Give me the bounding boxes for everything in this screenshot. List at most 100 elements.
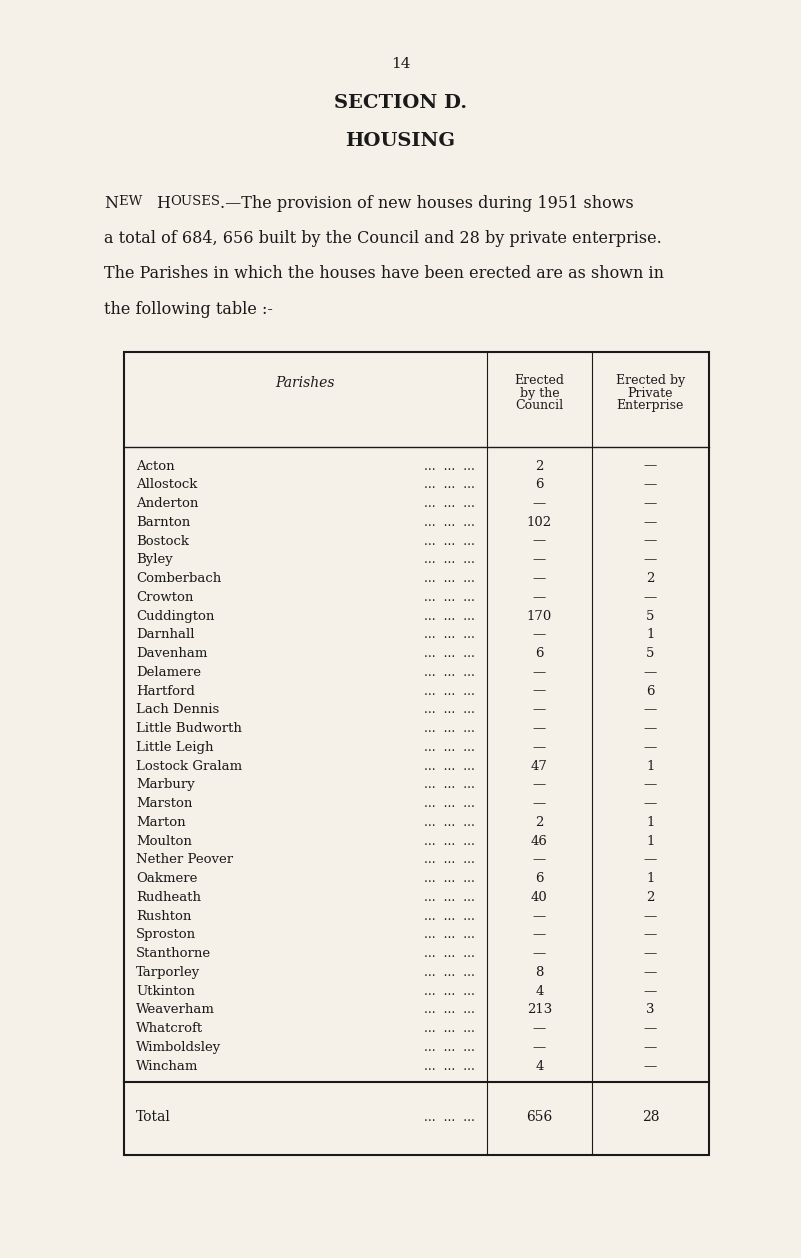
Text: Rudheath: Rudheath (136, 891, 201, 905)
Text: 5: 5 (646, 647, 654, 660)
Text: N: N (104, 195, 118, 213)
Text: —: — (644, 910, 657, 922)
Text: ...  ...  ...: ... ... ... (424, 1004, 475, 1016)
Text: Little Budworth: Little Budworth (136, 722, 242, 735)
Text: —: — (644, 985, 657, 998)
Text: —: — (533, 722, 546, 735)
Text: Delamere: Delamere (136, 665, 201, 679)
Text: —: — (533, 684, 546, 698)
Text: —: — (533, 554, 546, 566)
Text: —: — (644, 741, 657, 754)
Text: —: — (533, 703, 546, 716)
Text: 6: 6 (535, 647, 544, 660)
Text: Marbury: Marbury (136, 779, 195, 791)
Text: Hartford: Hartford (136, 684, 195, 698)
Text: Crowton: Crowton (136, 591, 194, 604)
Text: —: — (644, 516, 657, 528)
Text: —: — (644, 591, 657, 604)
Text: Allostock: Allostock (136, 478, 198, 492)
Text: —: — (644, 478, 657, 492)
Text: Wimboldsley: Wimboldsley (136, 1040, 221, 1054)
Text: ...  ...  ...: ... ... ... (424, 872, 475, 886)
Text: ...  ...  ...: ... ... ... (424, 516, 475, 528)
Text: Anderton: Anderton (136, 497, 199, 509)
Text: —: — (533, 591, 546, 604)
Text: Barnton: Barnton (136, 516, 191, 528)
Text: Marston: Marston (136, 798, 192, 810)
Text: ...  ...  ...: ... ... ... (424, 779, 475, 791)
Text: Total: Total (136, 1110, 171, 1125)
Text: ...  ...  ...: ... ... ... (424, 665, 475, 679)
Text: Oakmere: Oakmere (136, 872, 198, 886)
Text: 14: 14 (391, 57, 410, 70)
Text: Little Leigh: Little Leigh (136, 741, 214, 754)
Text: —: — (644, 966, 657, 979)
Text: ...  ...  ...: ... ... ... (424, 478, 475, 492)
Text: ...  ...  ...: ... ... ... (424, 591, 475, 604)
Text: ...  ...  ...: ... ... ... (424, 684, 475, 698)
Text: ...  ...  ...: ... ... ... (424, 760, 475, 772)
Text: HOUSING: HOUSING (345, 132, 456, 150)
Text: ...  ...  ...: ... ... ... (424, 741, 475, 754)
Text: —: — (533, 1023, 546, 1035)
Text: ...  ...  ...: ... ... ... (424, 910, 475, 922)
Text: ...  ...  ...: ... ... ... (424, 966, 475, 979)
Text: ...  ...  ...: ... ... ... (424, 703, 475, 716)
Text: Parishes: Parishes (276, 376, 335, 390)
Text: Weaverham: Weaverham (136, 1004, 215, 1016)
Text: —: — (644, 459, 657, 473)
Text: the following table :-: the following table :- (104, 301, 273, 318)
Text: EW: EW (119, 195, 146, 208)
Text: ...  ...  ...: ... ... ... (424, 647, 475, 660)
Text: —: — (533, 572, 546, 585)
Text: by the: by the (520, 386, 559, 400)
Text: ...  ...  ...: ... ... ... (424, 459, 475, 473)
Text: ...  ...  ...: ... ... ... (424, 610, 475, 623)
Text: —: — (533, 798, 546, 810)
Text: Private: Private (628, 386, 673, 400)
Text: Council: Council (515, 399, 563, 413)
Text: —: — (533, 535, 546, 547)
Text: 28: 28 (642, 1110, 659, 1125)
Text: ...  ...  ...: ... ... ... (424, 535, 475, 547)
Text: Moulton: Moulton (136, 834, 192, 848)
Text: 1: 1 (646, 816, 654, 829)
Text: —: — (644, 1023, 657, 1035)
Text: The Parishes in which the houses have been erected are as shown in: The Parishes in which the houses have be… (104, 265, 664, 283)
Text: —: — (533, 928, 546, 941)
Text: —: — (644, 928, 657, 941)
Text: 1: 1 (646, 760, 654, 772)
Text: —: — (644, 853, 657, 867)
Text: —: — (644, 779, 657, 791)
Text: 46: 46 (531, 834, 548, 848)
Text: 3: 3 (646, 1004, 654, 1016)
Text: ...  ...  ...: ... ... ... (424, 891, 475, 905)
Text: ...  ...  ...: ... ... ... (424, 798, 475, 810)
Text: 40: 40 (531, 891, 548, 905)
Text: ...  ...  ...: ... ... ... (424, 1111, 475, 1123)
Text: SECTION D.: SECTION D. (334, 94, 467, 112)
Text: —: — (644, 554, 657, 566)
Text: 1: 1 (646, 872, 654, 886)
Text: 2: 2 (646, 891, 654, 905)
Text: Sproston: Sproston (136, 928, 196, 941)
Text: 6: 6 (646, 684, 654, 698)
Text: 2: 2 (535, 459, 544, 473)
Text: 2: 2 (535, 816, 544, 829)
Text: —: — (644, 703, 657, 716)
Text: ...  ...  ...: ... ... ... (424, 928, 475, 941)
Text: a total of 684, 656 built by the Council and 28 by private enterprise.: a total of 684, 656 built by the Council… (104, 230, 662, 248)
Text: ...  ...  ...: ... ... ... (424, 497, 475, 509)
Text: —: — (644, 535, 657, 547)
Text: —: — (533, 853, 546, 867)
Text: 4: 4 (535, 1059, 544, 1073)
Text: 1: 1 (646, 628, 654, 642)
Text: H: H (156, 195, 170, 213)
Text: —: — (644, 722, 657, 735)
Text: —: — (644, 1059, 657, 1073)
Text: Nether Peover: Nether Peover (136, 853, 233, 867)
Text: 1: 1 (646, 834, 654, 848)
Text: Marton: Marton (136, 816, 186, 829)
Text: 2: 2 (646, 572, 654, 585)
Text: Rushton: Rushton (136, 910, 191, 922)
